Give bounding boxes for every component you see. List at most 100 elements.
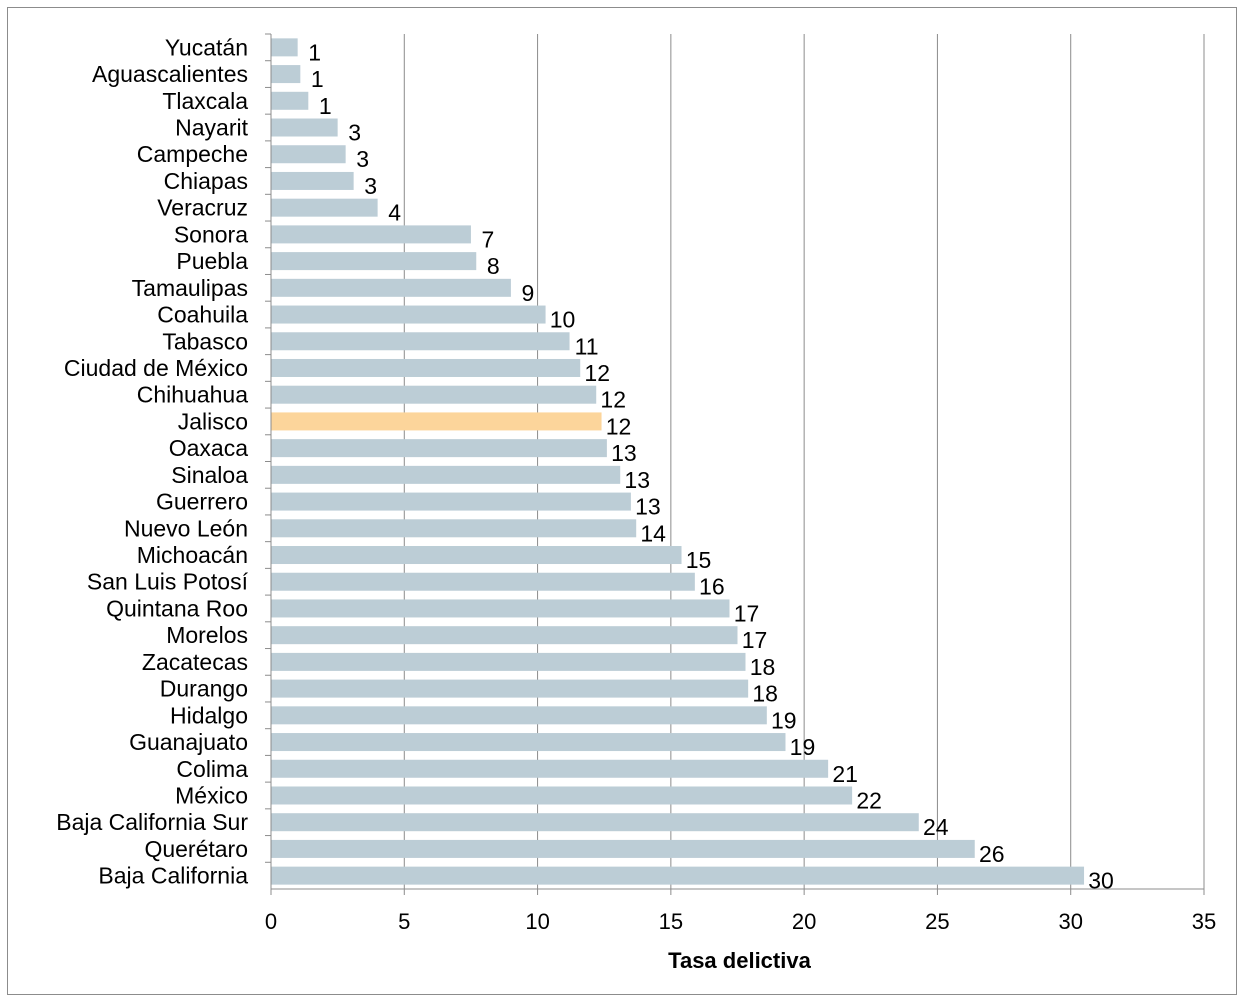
data-label: 1 <box>311 66 324 92</box>
data-label: 19 <box>790 734 816 760</box>
x-axis-title: Tasa delictiva <box>668 948 811 973</box>
bar <box>271 465 621 484</box>
bar <box>271 198 378 217</box>
data-label: 16 <box>699 574 725 600</box>
data-label: 12 <box>600 387 626 413</box>
bar <box>271 599 730 618</box>
x-tick-label: 30 <box>1058 909 1082 934</box>
data-label: 17 <box>734 600 760 626</box>
data-label: 12 <box>606 413 632 439</box>
category-label: Morelos <box>166 622 248 648</box>
data-label: 13 <box>635 494 661 520</box>
category-label: Campeche <box>137 141 248 167</box>
data-label: 17 <box>742 627 768 653</box>
data-label: 10 <box>550 307 576 333</box>
data-label: 11 <box>575 333 599 359</box>
bar <box>271 679 749 698</box>
axes <box>265 33 1205 895</box>
bar <box>271 839 975 858</box>
data-label: 8 <box>487 253 500 279</box>
category-label: Quintana Roo <box>106 595 248 621</box>
bar <box>271 492 631 511</box>
data-label: 12 <box>584 360 610 386</box>
category-label: Chihuahua <box>137 382 248 408</box>
data-label: 21 <box>832 761 858 787</box>
bar <box>271 385 597 404</box>
category-label: Guerrero <box>156 489 248 515</box>
category-label: Colima <box>176 756 248 782</box>
category-label: San Luis Potosí <box>87 569 249 595</box>
category-label: Yucatán <box>165 34 248 60</box>
category-label: Baja California Sur <box>56 809 248 835</box>
data-label: 19 <box>771 707 797 733</box>
bar <box>271 706 767 725</box>
category-label: Tamaulipas <box>132 275 248 301</box>
data-label: 24 <box>923 814 949 840</box>
category-label: Zacatecas <box>142 649 248 675</box>
data-label: 3 <box>364 173 377 199</box>
category-label: Oaxaca <box>169 435 248 461</box>
bar <box>271 866 1085 885</box>
category-label: Michoacán <box>137 542 248 568</box>
bar <box>271 626 738 645</box>
category-label: Aguascalientes <box>92 61 248 87</box>
data-label: 7 <box>482 226 495 252</box>
bar <box>271 65 301 84</box>
category-label: Ciudad de México <box>64 355 248 381</box>
bar <box>271 171 354 190</box>
bar <box>271 225 471 244</box>
x-tick-label: 5 <box>398 909 410 934</box>
data-label: 15 <box>686 547 712 573</box>
x-tick-label: 10 <box>525 909 549 934</box>
x-tick-label: 20 <box>792 909 816 934</box>
bar <box>271 572 695 591</box>
category-label: Jalisco <box>178 408 248 434</box>
data-label: 4 <box>388 200 401 226</box>
x-tick-label: 25 <box>925 909 949 934</box>
bar <box>271 733 786 752</box>
bar <box>271 519 637 538</box>
bar <box>271 305 546 324</box>
category-label: Chiapas <box>164 168 248 194</box>
data-label: 13 <box>611 440 637 466</box>
data-label: 14 <box>640 520 666 546</box>
data-label: 3 <box>356 146 369 172</box>
data-label: 1 <box>319 93 332 119</box>
category-label: México <box>175 782 248 808</box>
data-label: 26 <box>979 841 1005 867</box>
category-label: Tlaxcala <box>162 88 248 114</box>
bar <box>271 91 309 110</box>
category-label: Querétaro <box>144 836 248 862</box>
value-labels: 1113334789101112121213131314151617171818… <box>308 39 1114 893</box>
category-label: Puebla <box>176 248 248 274</box>
x-tick-label: 15 <box>659 909 683 934</box>
bar <box>271 332 570 351</box>
data-label: 22 <box>856 787 882 813</box>
category-label: Veracruz <box>157 195 248 221</box>
category-label: Sinaloa <box>171 462 248 488</box>
bar <box>271 439 607 458</box>
category-label: Nayarit <box>175 115 248 141</box>
category-label: Durango <box>160 676 248 702</box>
bar <box>271 118 338 137</box>
data-label: 30 <box>1088 868 1114 894</box>
bar <box>271 786 853 805</box>
bar <box>271 759 829 778</box>
data-label: 1 <box>308 39 321 65</box>
category-labels: YucatánAguascalientesTlaxcalaNayaritCamp… <box>56 34 248 888</box>
x-tick-labels: 0 5 10 15 20 25 30 35 <box>265 909 1216 934</box>
bar <box>271 546 682 565</box>
x-tick-label: 35 <box>1192 909 1216 934</box>
category-label: Sonora <box>174 221 248 247</box>
category-label: Baja California <box>98 863 248 889</box>
bars <box>271 38 1085 885</box>
category-label: Coahuila <box>157 302 248 328</box>
data-label: 18 <box>752 681 778 707</box>
bar <box>271 358 581 377</box>
category-label: Nuevo León <box>124 515 248 541</box>
category-label: Hidalgo <box>170 702 248 728</box>
bar <box>271 412 602 431</box>
x-tick-label: 0 <box>265 909 277 934</box>
data-label: 3 <box>348 120 361 146</box>
